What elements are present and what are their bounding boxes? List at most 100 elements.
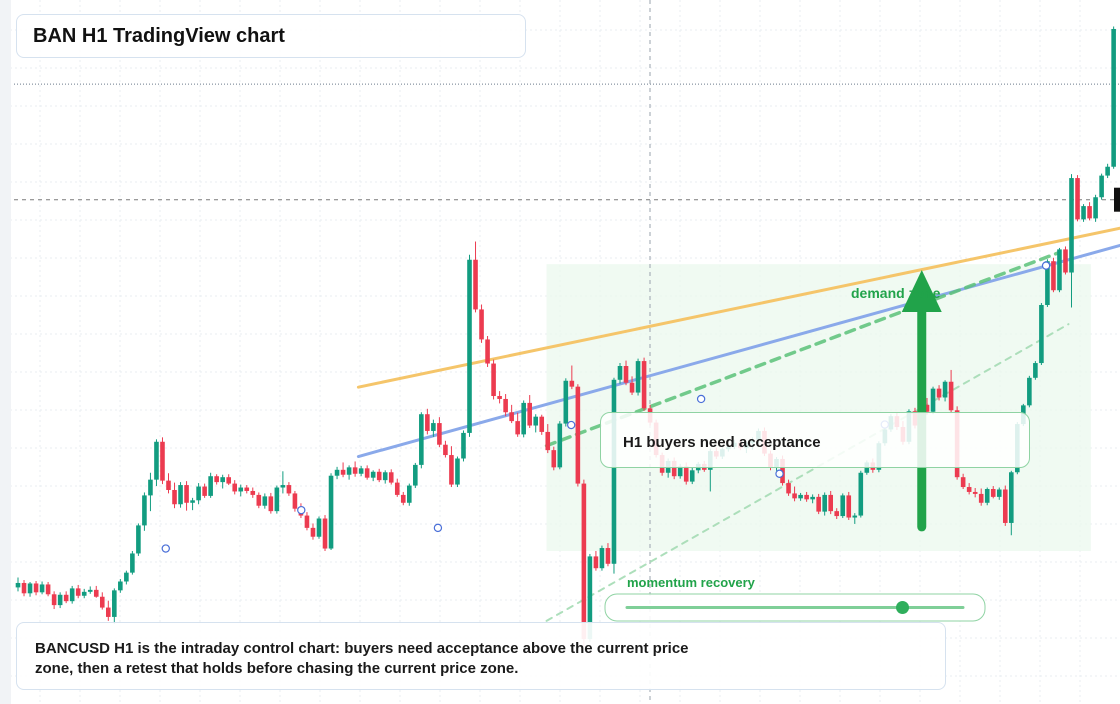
- candle: [1057, 247, 1062, 293]
- candle: [1027, 375, 1032, 408]
- candle-body: [178, 485, 183, 505]
- candle: [202, 483, 207, 498]
- candle: [45, 581, 51, 597]
- candle-body: [587, 556, 593, 640]
- candle-body: [184, 485, 189, 503]
- candle-body: [81, 591, 87, 596]
- candle: [376, 468, 382, 483]
- candle-body: [611, 379, 617, 564]
- candle: [479, 304, 484, 343]
- candle: [533, 414, 539, 433]
- candle-body: [166, 480, 171, 490]
- candle: [966, 483, 972, 495]
- candle: [364, 465, 370, 480]
- candle: [27, 581, 33, 597]
- candle-body: [45, 584, 51, 595]
- candle-body: [274, 487, 280, 512]
- candle-body: [491, 363, 496, 397]
- candle-body: [984, 489, 990, 503]
- candle-body: [629, 382, 635, 393]
- candle: [792, 486, 797, 502]
- candle-body: [413, 464, 418, 486]
- candle: [545, 424, 551, 454]
- candle: [431, 419, 436, 437]
- candle-body: [978, 493, 984, 503]
- momentum-recovery-label: momentum recovery: [627, 575, 756, 590]
- candle-body: [1099, 175, 1104, 198]
- candle: [930, 386, 936, 415]
- candle: [419, 412, 424, 469]
- candle-body: [563, 380, 569, 424]
- candle-body: [593, 556, 599, 569]
- pivot-marker: [161, 544, 170, 553]
- demand-zone-label: demand zone: [851, 285, 941, 301]
- candle: [810, 494, 815, 504]
- acceptance-callout: H1 buyers need acceptance: [600, 412, 1030, 468]
- candle-body: [1002, 489, 1008, 523]
- candle-body: [497, 396, 502, 399]
- candle: [184, 481, 189, 511]
- candle: [623, 360, 629, 386]
- candle: [118, 579, 123, 593]
- candle: [936, 385, 942, 401]
- candle-body: [75, 588, 81, 596]
- candle: [87, 586, 93, 594]
- candle-body: [370, 471, 376, 478]
- candle: [328, 473, 334, 551]
- candle-body: [419, 414, 424, 465]
- candle: [575, 384, 581, 487]
- candle: [280, 471, 286, 494]
- candle-body: [304, 515, 310, 528]
- candle: [551, 446, 557, 471]
- candle: [358, 465, 364, 477]
- candle-body: [388, 472, 394, 483]
- candle: [352, 461, 358, 477]
- candle: [1105, 163, 1110, 179]
- candle: [491, 359, 496, 400]
- candle-body: [202, 486, 207, 496]
- candle-body: [485, 339, 490, 364]
- candle: [569, 365, 575, 390]
- candle-body: [683, 466, 689, 482]
- candle: [166, 473, 171, 494]
- candle-body: [948, 381, 954, 411]
- candle: [388, 469, 394, 485]
- candle: [485, 335, 490, 367]
- candle-body: [364, 468, 370, 478]
- candle-body: [828, 494, 833, 512]
- trendline-3: [544, 250, 1062, 448]
- candle-body: [858, 472, 864, 516]
- candle-body: [208, 476, 213, 496]
- candle-body: [292, 493, 298, 509]
- candle-body: [599, 548, 605, 569]
- momentum-slider[interactable]: [604, 593, 986, 622]
- candle-body: [792, 493, 797, 499]
- candle-body: [816, 496, 821, 512]
- candle: [172, 482, 177, 509]
- candle: [978, 488, 984, 506]
- candle-body: [1081, 206, 1086, 220]
- candle: [232, 480, 238, 495]
- candle-body: [521, 402, 526, 435]
- candle: [57, 592, 63, 609]
- candle: [786, 479, 791, 496]
- candle: [112, 588, 117, 624]
- candle: [292, 490, 298, 512]
- candle: [515, 412, 520, 437]
- candle: [689, 467, 695, 485]
- candle: [33, 581, 39, 596]
- candle-body: [437, 423, 442, 445]
- candle: [798, 492, 803, 501]
- candle-body: [1063, 249, 1068, 273]
- candle: [214, 474, 219, 485]
- pivot-marker: [775, 469, 784, 478]
- candle-body: [515, 421, 520, 435]
- slider-knob[interactable]: [896, 601, 910, 614]
- candle-body: [256, 494, 262, 506]
- candle: [106, 600, 111, 621]
- candle-body: [671, 460, 677, 477]
- candle-body: [87, 589, 93, 592]
- candle-body: [400, 494, 406, 503]
- candle: [1075, 175, 1080, 222]
